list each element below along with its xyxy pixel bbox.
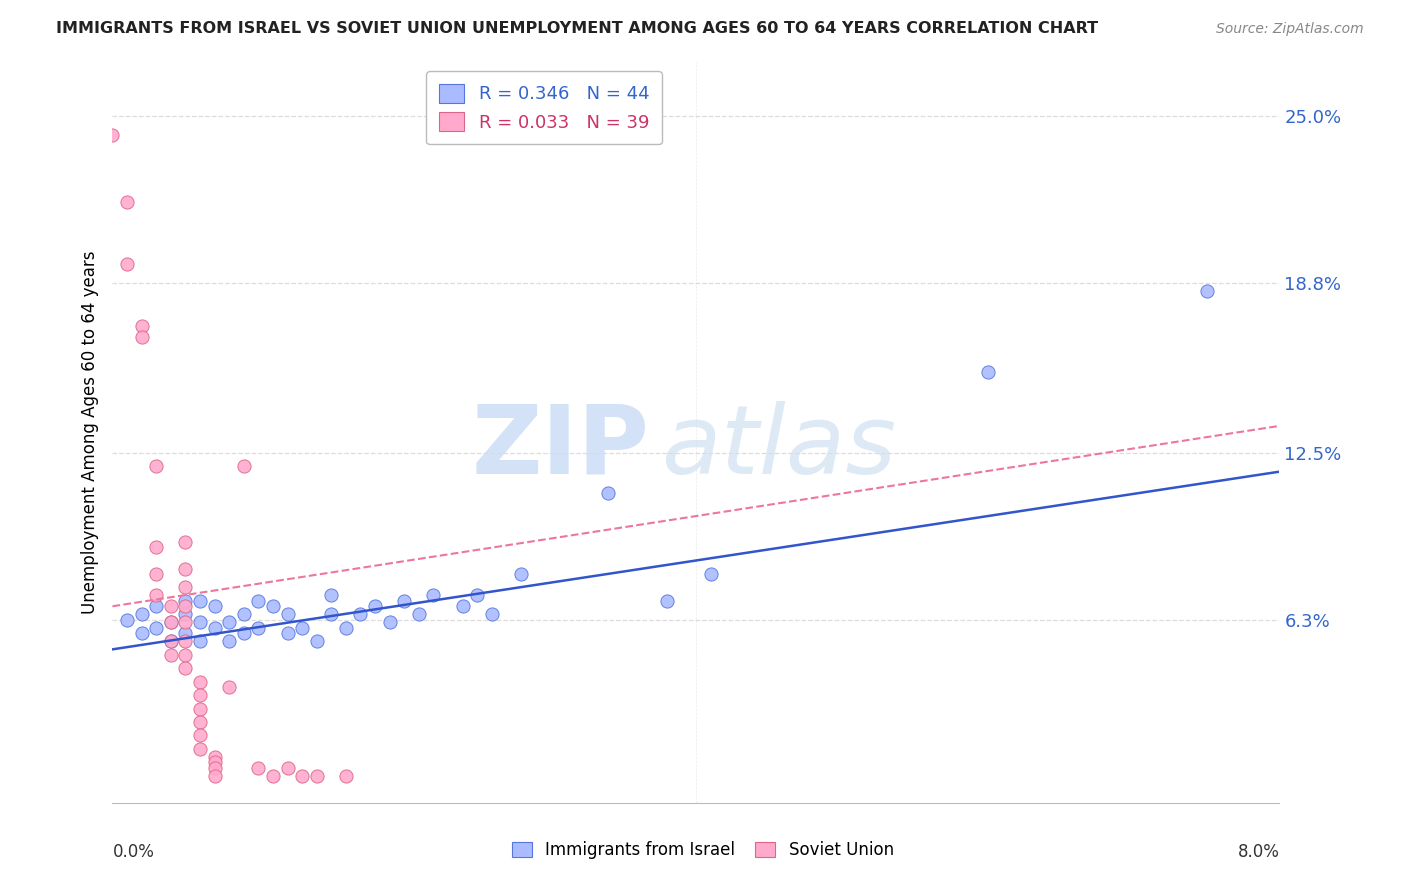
Point bbox=[291, 621, 314, 635]
Point bbox=[276, 626, 298, 640]
Point bbox=[188, 674, 211, 689]
Text: IMMIGRANTS FROM ISRAEL VS SOVIET UNION UNEMPLOYMENT AMONG AGES 60 TO 64 YEARS CO: IMMIGRANTS FROM ISRAEL VS SOVIET UNION U… bbox=[56, 21, 1098, 36]
Point bbox=[145, 540, 167, 554]
Point bbox=[174, 594, 197, 608]
Point bbox=[394, 594, 416, 608]
Point bbox=[335, 769, 357, 783]
Point bbox=[174, 581, 197, 595]
Point bbox=[262, 599, 284, 614]
Text: 0.0%: 0.0% bbox=[112, 843, 155, 861]
Point bbox=[321, 607, 343, 622]
Point bbox=[465, 589, 488, 603]
Point bbox=[276, 607, 298, 622]
Point bbox=[115, 195, 138, 210]
Text: Source: ZipAtlas.com: Source: ZipAtlas.com bbox=[1216, 22, 1364, 36]
Point bbox=[145, 566, 167, 581]
Point bbox=[408, 607, 430, 622]
Point bbox=[598, 486, 620, 500]
Point bbox=[247, 594, 270, 608]
Point bbox=[160, 599, 183, 614]
Point bbox=[115, 613, 138, 627]
Point bbox=[378, 615, 401, 630]
Point bbox=[305, 769, 328, 783]
Point bbox=[262, 769, 284, 783]
Point bbox=[145, 621, 167, 635]
Point bbox=[188, 742, 211, 756]
Point bbox=[174, 615, 197, 630]
Point bbox=[451, 599, 474, 614]
Point bbox=[174, 634, 197, 648]
Point bbox=[218, 634, 240, 648]
Legend: Immigrants from Israel, Soviet Union: Immigrants from Israel, Soviet Union bbox=[503, 833, 903, 868]
Point bbox=[160, 634, 183, 648]
Point bbox=[188, 688, 211, 702]
Point bbox=[160, 615, 183, 630]
Point bbox=[291, 769, 314, 783]
Point bbox=[188, 729, 211, 743]
Point bbox=[115, 257, 138, 271]
Point bbox=[204, 599, 226, 614]
Point bbox=[204, 621, 226, 635]
Point bbox=[335, 621, 357, 635]
Point bbox=[247, 761, 270, 775]
Point bbox=[204, 769, 226, 783]
Point bbox=[160, 615, 183, 630]
Point bbox=[218, 615, 240, 630]
Point bbox=[145, 589, 167, 603]
Point bbox=[174, 561, 197, 575]
Point bbox=[232, 607, 254, 622]
Text: ZIP: ZIP bbox=[471, 401, 650, 494]
Point bbox=[188, 634, 211, 648]
Point bbox=[699, 566, 721, 581]
Point bbox=[422, 589, 444, 603]
Point bbox=[101, 128, 124, 142]
Point bbox=[276, 761, 298, 775]
Point bbox=[145, 459, 167, 474]
Point bbox=[188, 714, 211, 729]
Point bbox=[131, 626, 153, 640]
Point bbox=[174, 626, 197, 640]
Point bbox=[232, 626, 254, 640]
Point bbox=[174, 599, 197, 614]
Point bbox=[174, 607, 197, 622]
Point bbox=[188, 701, 211, 715]
Text: 8.0%: 8.0% bbox=[1237, 843, 1279, 861]
Point bbox=[160, 634, 183, 648]
Point bbox=[174, 534, 197, 549]
Point bbox=[976, 365, 998, 379]
Point bbox=[305, 634, 328, 648]
Point bbox=[131, 330, 153, 344]
Point bbox=[509, 566, 531, 581]
Point bbox=[364, 599, 387, 614]
Point bbox=[204, 761, 226, 775]
Point bbox=[321, 589, 343, 603]
Point bbox=[247, 621, 270, 635]
Point bbox=[204, 750, 226, 764]
Point bbox=[131, 319, 153, 334]
Point bbox=[188, 615, 211, 630]
Point bbox=[145, 599, 167, 614]
Point bbox=[349, 607, 371, 622]
Point bbox=[655, 594, 678, 608]
Point bbox=[481, 607, 503, 622]
Point bbox=[174, 648, 197, 662]
Point bbox=[131, 607, 153, 622]
Point bbox=[188, 594, 211, 608]
Legend: R = 0.346   N = 44, R = 0.033   N = 39: R = 0.346 N = 44, R = 0.033 N = 39 bbox=[426, 71, 662, 145]
Text: atlas: atlas bbox=[661, 401, 896, 494]
Point bbox=[204, 756, 226, 770]
Point bbox=[174, 661, 197, 675]
Point bbox=[160, 648, 183, 662]
Point bbox=[1195, 285, 1218, 299]
Point bbox=[232, 459, 254, 474]
Point bbox=[218, 680, 240, 694]
Y-axis label: Unemployment Among Ages 60 to 64 years: Unemployment Among Ages 60 to 64 years bbox=[80, 251, 98, 615]
